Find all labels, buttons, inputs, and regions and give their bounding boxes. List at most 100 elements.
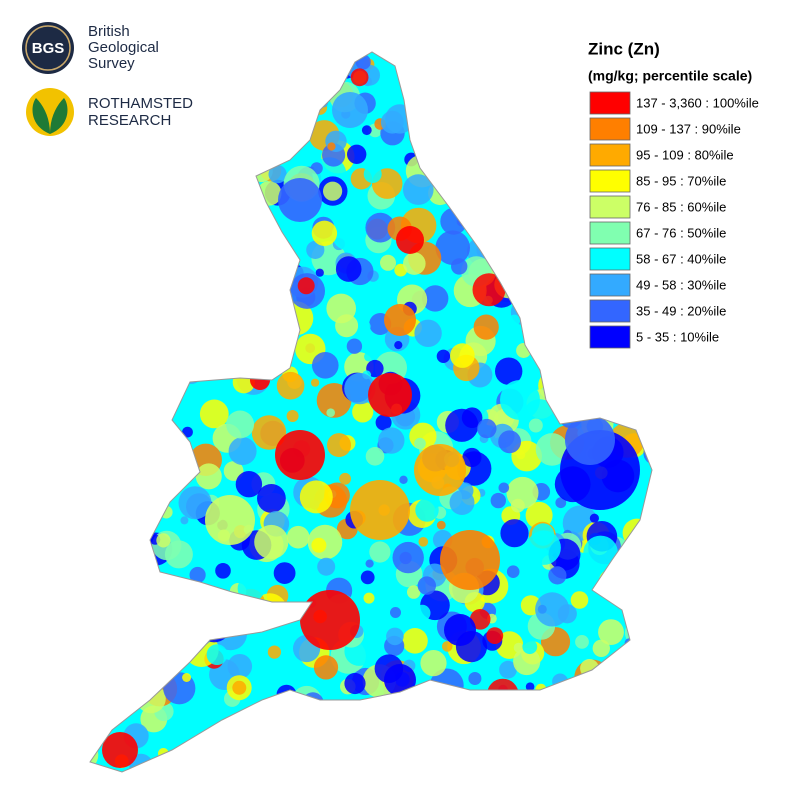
map-patch — [321, 702, 343, 724]
map-patch — [606, 726, 624, 744]
map-patch — [200, 332, 222, 354]
map-patch — [227, 290, 261, 324]
map-patch — [135, 65, 150, 79]
map-patch — [642, 384, 652, 401]
map-patch — [462, 52, 495, 59]
map-patch — [445, 718, 454, 727]
map-patch — [245, 99, 257, 110]
map-patch — [254, 524, 289, 560]
map-patch — [119, 329, 146, 356]
map-patch — [495, 357, 523, 385]
map-patch — [185, 457, 195, 466]
logo-text: Geological — [88, 39, 159, 56]
map-patch — [609, 750, 638, 772]
map-patch — [235, 471, 263, 498]
map-patch — [360, 570, 375, 585]
map-patch — [235, 710, 252, 727]
map-patch — [524, 288, 550, 313]
map-patch — [542, 754, 555, 768]
map-patch — [228, 437, 257, 466]
map-patch — [72, 713, 88, 729]
map-patch — [311, 537, 327, 553]
map-patch — [186, 40, 198, 52]
map-patch — [344, 672, 366, 695]
map-patch — [290, 52, 320, 66]
map-patch — [616, 347, 642, 372]
map-patch — [195, 225, 229, 259]
map-patch — [403, 174, 434, 205]
map-patch — [124, 347, 155, 377]
map-patch — [153, 275, 162, 285]
map-patch — [567, 704, 592, 729]
map-patch — [90, 605, 109, 636]
map-patch — [107, 326, 117, 336]
map-patch — [90, 739, 99, 771]
map-patch — [375, 414, 392, 431]
map-patch — [90, 358, 118, 392]
map-patch — [297, 277, 315, 295]
map-patch — [413, 110, 446, 144]
map-patch — [643, 441, 652, 465]
map-patch — [223, 461, 244, 481]
map-patch — [417, 576, 436, 595]
map-patch — [416, 77, 451, 111]
map-patch — [412, 124, 430, 141]
map-patch — [560, 384, 584, 408]
map-patch — [157, 132, 183, 158]
map-patch — [257, 484, 286, 513]
map-patch — [103, 589, 122, 608]
map-patch — [163, 578, 181, 596]
map-patch — [226, 614, 243, 631]
map-patch — [506, 565, 520, 578]
map-patch — [589, 513, 600, 523]
map-patch — [317, 557, 336, 576]
map-patch — [532, 726, 545, 739]
map-patch — [127, 427, 147, 447]
map-patch — [298, 696, 329, 728]
map-patch — [153, 768, 170, 772]
map-patch — [140, 403, 167, 429]
map-patch — [370, 721, 406, 757]
map-patch — [570, 591, 589, 609]
map-patch — [415, 498, 439, 522]
map-patch — [632, 649, 652, 682]
map-patch — [525, 682, 535, 691]
map-patch — [611, 687, 643, 719]
map-patch — [182, 426, 193, 438]
map-patch — [532, 159, 568, 195]
map-patch — [178, 69, 207, 98]
map-patch — [156, 533, 171, 548]
map-patch — [453, 190, 466, 203]
map-patch — [119, 601, 136, 618]
map-patch — [522, 639, 538, 655]
map-patch — [529, 100, 564, 135]
map-patch — [440, 530, 500, 590]
map-patch — [129, 263, 161, 295]
map-patch — [588, 690, 606, 708]
map-patch — [242, 32, 258, 48]
map-patch — [100, 573, 134, 608]
map-patch — [90, 458, 103, 480]
map-patch — [159, 150, 191, 182]
map-patch — [396, 226, 424, 254]
map-patch — [219, 722, 255, 758]
map-patch — [90, 127, 91, 148]
map-patch — [229, 330, 262, 363]
map-patch — [199, 399, 229, 429]
map-patch — [630, 734, 648, 753]
map-patch — [153, 192, 180, 219]
legend-label: 49 - 58 : 30%ile — [636, 277, 726, 292]
map-patch — [102, 732, 138, 768]
map-patch — [361, 125, 372, 136]
map-patch — [565, 696, 576, 708]
map-patch — [386, 627, 404, 646]
map-patch — [647, 295, 652, 304]
map-patch — [143, 383, 166, 406]
logo-leaves — [32, 98, 68, 134]
map-patch — [180, 516, 189, 525]
map-patch — [344, 710, 367, 733]
map-patch — [547, 364, 560, 377]
map-patch — [207, 207, 236, 236]
map-patch — [471, 86, 495, 111]
map-patch — [451, 258, 468, 275]
